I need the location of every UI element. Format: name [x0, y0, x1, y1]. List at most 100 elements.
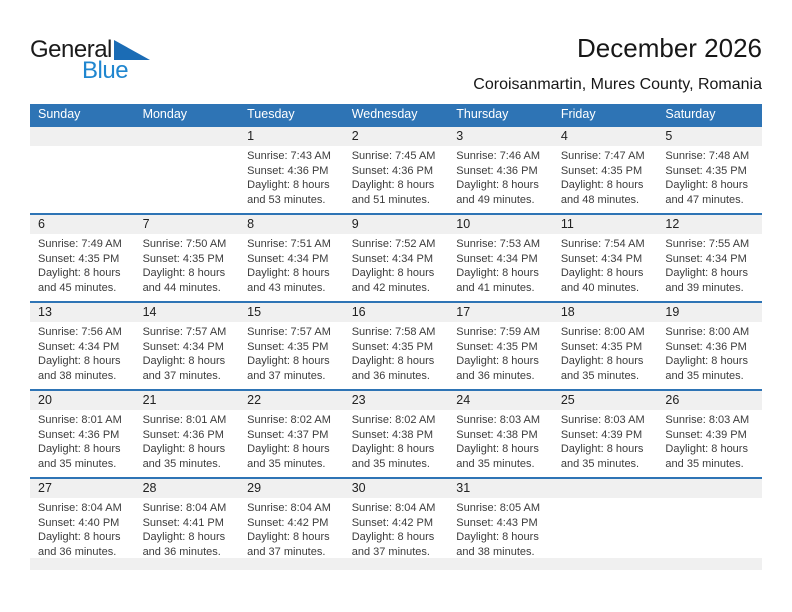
day-info: Sunrise: 7:47 AM Sunset: 4:35 PM Daylight:…: [553, 146, 658, 207]
day-info: Sunrise: 7:54 AM Sunset: 4:34 PM Daylight:…: [553, 234, 658, 295]
day-info-line: Daylight: 8 hours: [456, 355, 539, 367]
day-info-line: Sunset: 4:42 PM: [247, 516, 329, 529]
day-info-line: Daylight: 8 hours: [351, 267, 435, 279]
day-info: Sunrise: 8:01 AM Sunset: 4:36 PM Daylight:…: [135, 410, 240, 471]
day-cell: 13 Sunrise: 7:56 AM Sunset: 4:34 PM Daylig…: [30, 303, 135, 389]
weekday-header-wednesday: Wednesday: [351, 107, 418, 121]
day-info: Sunrise: 8:02 AM Sunset: 4:37 PM Daylight:…: [239, 410, 344, 471]
day-info-line: and 41 minutes.: [456, 281, 535, 294]
day-info: Sunrise: 7:43 AM Sunset: 4:36 PM Daylight:…: [239, 146, 344, 207]
day-info: Sunrise: 7:53 AM Sunset: 4:34 PM Daylight:…: [448, 234, 553, 295]
day-info: Sunrise: 8:03 AM Sunset: 4:39 PM Daylight:…: [553, 410, 658, 471]
day-info-line: Sunset: 4:35 PM: [456, 340, 538, 353]
day-info-line: and 39 minutes.: [665, 281, 744, 294]
day-info-line: Daylight: 8 hours: [38, 355, 121, 367]
day-info-line: Daylight: 8 hours: [560, 179, 644, 191]
weekday-header-monday: Monday: [142, 107, 188, 121]
day-info-line: Daylight: 8 hours: [247, 355, 330, 367]
day-info-line: and 53 minutes.: [247, 193, 326, 206]
day-info-line: Sunrise: 8:01 AM: [142, 414, 227, 426]
day-info-line: Sunset: 4:35 PM: [665, 164, 747, 177]
day-info-line: Sunrise: 7:51 AM: [247, 238, 331, 250]
day-info-line: Sunset: 4:35 PM: [560, 340, 643, 353]
day-number: 12: [657, 215, 762, 234]
general-blue-logo: General Blue: [30, 36, 170, 86]
weekday-header-sunday: Sunday: [38, 107, 81, 121]
day-info-line: Sunset: 4:36 PM: [142, 428, 224, 441]
day-info-line: Daylight: 8 hours: [247, 179, 330, 191]
day-number: [657, 479, 762, 498]
day-info: [135, 146, 240, 149]
day-info-line: Daylight: 8 hours: [247, 531, 330, 543]
day-info-line: Sunrise: 7:58 AM: [351, 326, 436, 338]
day-info-line: Sunrise: 8:04 AM: [247, 502, 331, 514]
day-info-line: Daylight: 8 hours: [456, 443, 539, 455]
day-info: Sunrise: 8:05 AM Sunset: 4:43 PM Daylight:…: [448, 498, 553, 557]
day-info-line: Sunrise: 8:04 AM: [142, 502, 227, 514]
day-cell: 15 Sunrise: 7:57 AM Sunset: 4:35 PM Daylig…: [239, 303, 344, 389]
day-info-line: and 35 minutes.: [560, 457, 640, 470]
day-cell: 23 Sunrise: 8:02 AM Sunset: 4:38 PM Daylig…: [343, 391, 449, 477]
day-info-line: Sunrise: 7:47 AM: [560, 150, 645, 162]
day-info-line: Sunrise: 7:49 AM: [38, 238, 122, 250]
day-number: 25: [552, 391, 658, 410]
day-cell: 5 Sunrise: 7:48 AM Sunset: 4:35 PM Dayligh…: [657, 127, 762, 213]
weekday-header-friday: Friday: [560, 107, 596, 121]
day-number: 23: [343, 391, 449, 410]
day-info-line: Daylight: 8 hours: [38, 443, 121, 455]
day-info-line: and 35 minutes.: [665, 369, 744, 382]
day-info: Sunrise: 8:02 AM Sunset: 4:38 PM Daylight:…: [344, 410, 449, 471]
day-number: 9: [343, 215, 449, 234]
day-info: Sunrise: 8:04 AM Sunset: 4:42 PM Daylight:…: [239, 498, 344, 557]
day-number: 11: [552, 215, 658, 234]
day-info-line: Daylight: 8 hours: [38, 267, 121, 279]
logo-text-general: General: [30, 36, 112, 63]
day-info-line: Daylight: 8 hours: [665, 267, 748, 279]
day-info-line: Sunset: 4:34 PM: [247, 252, 329, 265]
day-info-line: Sunrise: 7:54 AM: [560, 238, 645, 250]
day-cell: 31 Sunrise: 8:05 AM Sunset: 4:43 PM Daylig…: [448, 479, 553, 557]
day-info: Sunrise: 7:45 AM Sunset: 4:36 PM Daylight:…: [344, 146, 449, 207]
day-info-line: Sunrise: 7:59 AM: [456, 326, 541, 338]
day-info: [553, 498, 658, 501]
day-info-line: Sunrise: 8:02 AM: [247, 414, 331, 426]
day-cell: [30, 127, 135, 213]
day-cell: 9 Sunrise: 7:52 AM Sunset: 4:34 PM Dayligh…: [343, 215, 449, 301]
day-info-line: Sunset: 4:34 PM: [665, 252, 747, 265]
day-info-line: Sunrise: 8:03 AM: [560, 414, 645, 426]
day-cell: 6 Sunrise: 7:49 AM Sunset: 4:35 PM Dayligh…: [30, 215, 135, 301]
day-info-line: Sunset: 4:39 PM: [665, 428, 747, 441]
day-info-line: and 35 minutes.: [456, 457, 535, 470]
day-cell: [134, 127, 240, 213]
day-info-line: Sunset: 4:36 PM: [351, 164, 434, 177]
day-info-line: and 37 minutes.: [142, 369, 221, 382]
week-row: 20 Sunrise: 8:01 AM Sunset: 4:36 PM Daylig…: [30, 389, 762, 477]
day-number: 8: [239, 215, 344, 234]
day-number: 19: [657, 303, 762, 322]
calendar-grid-body: 1 Sunrise: 7:43 AM Sunset: 4:36 PM Dayligh…: [30, 125, 762, 557]
day-info-line: and 35 minutes.: [142, 457, 221, 470]
day-info-line: Sunset: 4:38 PM: [351, 428, 434, 441]
day-info-line: Sunset: 4:42 PM: [351, 516, 434, 529]
day-number: 30: [343, 479, 449, 498]
day-info-line: and 36 minutes.: [351, 369, 430, 382]
day-info-line: Sunrise: 7:45 AM: [351, 150, 436, 162]
day-number: 28: [134, 479, 240, 498]
day-info-line: and 42 minutes.: [351, 281, 430, 294]
day-info-line: and 37 minutes.: [351, 545, 430, 558]
day-info-line: Daylight: 8 hours: [142, 355, 226, 367]
day-cell: 14 Sunrise: 7:57 AM Sunset: 4:34 PM Daylig…: [134, 303, 240, 389]
day-info-line: Sunset: 4:34 PM: [456, 252, 538, 265]
day-info-line: Sunset: 4:36 PM: [456, 164, 538, 177]
day-number: 15: [239, 303, 344, 322]
day-info-line: Sunrise: 8:02 AM: [351, 414, 436, 426]
day-cell: 12 Sunrise: 7:55 AM Sunset: 4:34 PM Daylig…: [657, 215, 762, 301]
day-info-line: Daylight: 8 hours: [351, 443, 435, 455]
day-info-line: and 36 minutes.: [142, 545, 221, 558]
day-info-line: and 35 minutes.: [247, 457, 326, 470]
day-info-line: Daylight: 8 hours: [665, 355, 748, 367]
day-info-line: Daylight: 8 hours: [665, 443, 748, 455]
day-info-line: Sunset: 4:39 PM: [560, 428, 643, 441]
day-cell: 17 Sunrise: 7:59 AM Sunset: 4:35 PM Daylig…: [448, 303, 553, 389]
day-info-line: Daylight: 8 hours: [456, 267, 539, 279]
